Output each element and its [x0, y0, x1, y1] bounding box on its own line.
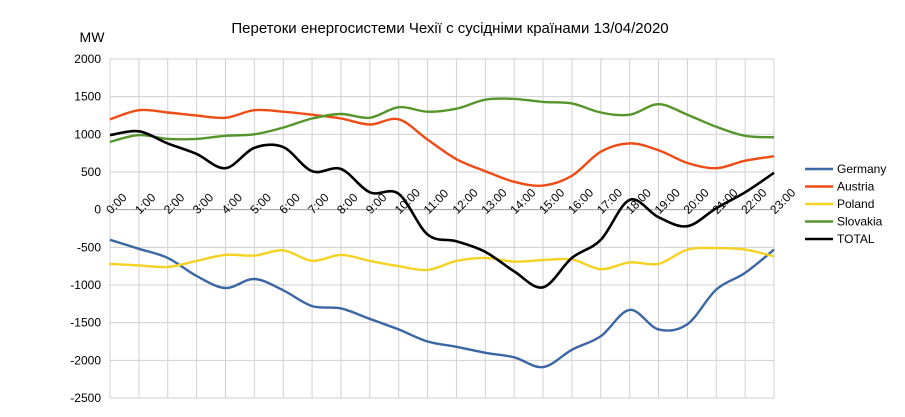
y-tick-label: 1500	[74, 90, 101, 104]
y-tick-label: -2500	[70, 391, 101, 405]
y-tick-label: 500	[81, 165, 101, 179]
series-line-germany	[109, 238, 775, 369]
gridlines	[109, 58, 775, 399]
legend-label-total: TOTAL	[837, 232, 875, 246]
y-tick-label: -500	[77, 240, 101, 254]
series-lines	[109, 97, 775, 369]
y-tick-label: 0	[94, 203, 101, 217]
legend-label-germany: Germany	[837, 162, 886, 176]
y-tick-label: 2000	[74, 52, 101, 66]
y-axis-label: MW	[80, 29, 106, 45]
series-line-poland	[109, 246, 775, 272]
legend: Germany Austria Poland Slovakia TOTAL	[805, 162, 886, 246]
chart-title: Перетоки енергосистеми Чехії с сусідніми…	[231, 20, 668, 37]
legend-label-poland: Poland	[837, 197, 874, 211]
legend-label-austria: Austria	[837, 180, 875, 194]
series-line-austria	[109, 108, 775, 188]
legend-label-slovakia: Slovakia	[837, 215, 883, 229]
y-tick-label: -1500	[70, 316, 101, 330]
series-line-total	[109, 129, 775, 289]
series-line-slovakia	[109, 97, 775, 144]
y-tick-label: -1000	[70, 278, 101, 292]
y-tick-label: -2000	[70, 353, 101, 367]
y-tick-label: 1000	[74, 127, 101, 141]
y-tick-labels: 2000 1500 1000 500 0 -500 -1000 -1500 -2000 -2500	[70, 52, 101, 405]
